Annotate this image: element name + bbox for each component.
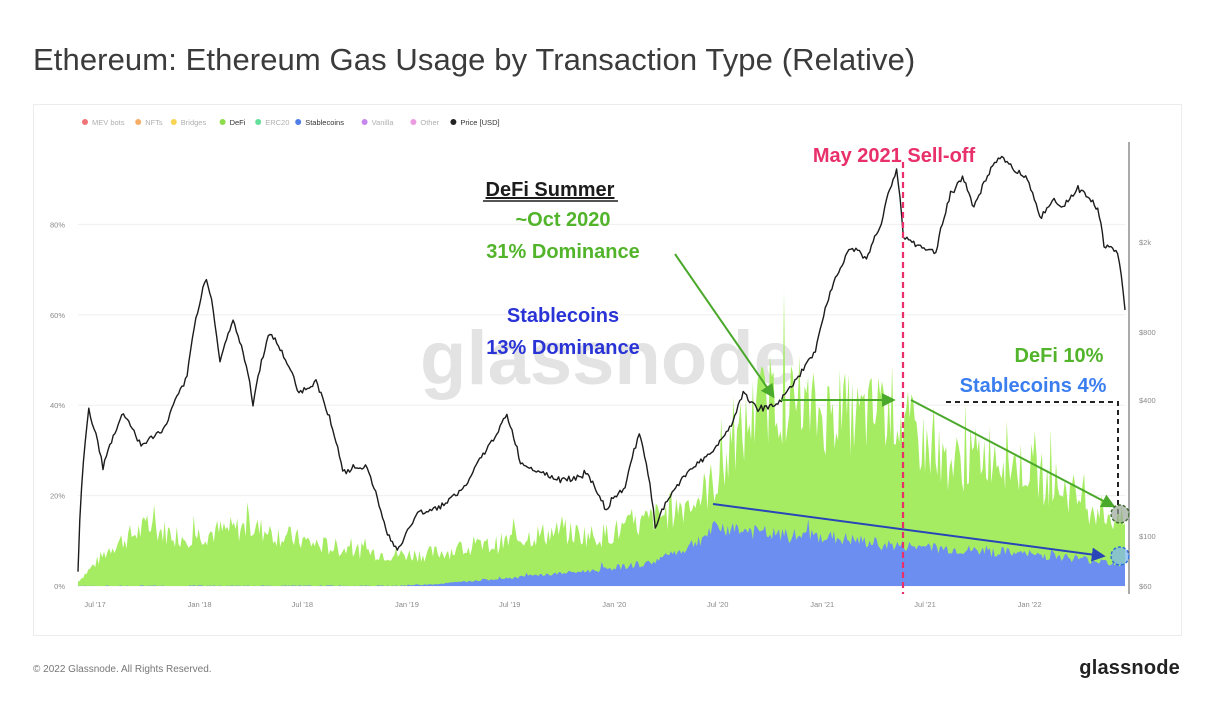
stablecoins-current-marker (1110, 546, 1130, 566)
legend-swatch-4 (255, 119, 262, 125)
defi-summer-title: DeFi Summer (486, 179, 615, 201)
y-left-tick-2: 40% (50, 401, 65, 410)
y-left-tick-1: 20% (50, 492, 65, 501)
stablecoins-title: Stablecoins (507, 305, 619, 327)
x-tick-4: Jul '19 (499, 600, 520, 609)
defi-summer-date: ~Oct 2020 (515, 209, 610, 231)
x-tick-1: Jan '18 (188, 600, 212, 609)
legend-label-8: Price [USD] (460, 118, 499, 127)
y-left-tick-4: 80% (50, 220, 65, 229)
left-axis-ticks: 0% 20% 40% 60% 80% (50, 220, 65, 591)
y-left-tick-0: 0% (54, 582, 65, 591)
x-tick-8: Jul '21 (914, 600, 935, 609)
chart-legend: MEV bots NFTs Bridges DeFi ERC20 Stablecoins V… (82, 118, 500, 127)
gas-usage-chart: MEV bots NFTs Bridges DeFi ERC20 Stablecoins V… (50, 118, 1156, 609)
series-stablecoins-area (78, 519, 1125, 586)
x-tick-0: Jul '17 (84, 600, 105, 609)
y-left-tick-3: 60% (50, 311, 65, 320)
legend-swatch-5 (295, 119, 302, 125)
legend-swatch-2 (170, 119, 177, 125)
defi-summer-arrow (674, 253, 775, 399)
legend-swatch-3 (219, 119, 226, 125)
x-tick-9: Jan '22 (1018, 600, 1042, 609)
page-title: Ethereum: Ethereum Gas Usage by Transact… (33, 42, 916, 77)
copyright-text: © 2022 Glassnode. All Rights Reserved. (33, 664, 212, 675)
legend-label-4: ERC20 (265, 118, 289, 127)
x-axis-ticks: Jul '17 Jan '18 Jul '18 Jan '19 Jul '19 Jan '… (84, 600, 1041, 609)
right-axis-ticks: $60 $100 $400 $800 $2k (1139, 238, 1156, 591)
legend-label-1: NFTs (145, 118, 163, 127)
legend-swatch-7 (410, 119, 417, 125)
y-right-tick-2: $400 (1139, 396, 1156, 405)
watermark-text: glassnode (420, 316, 796, 401)
x-tick-6: Jul '20 (707, 600, 728, 609)
y-right-tick-4: $2k (1139, 238, 1151, 247)
legend-label-5: Stablecoins (305, 118, 344, 127)
x-tick-5: Jan '20 (602, 600, 626, 609)
y-right-tick-3: $800 (1139, 328, 1156, 337)
legend-label-7: Other (420, 118, 439, 127)
stablecoins-decline-arrow (712, 503, 1106, 562)
series-defi-area (78, 290, 1125, 586)
legend-label-0: MEV bots (92, 118, 125, 127)
defi-current-marker (1110, 504, 1130, 524)
legend-swatch-6 (361, 119, 368, 125)
legend-swatch-0 (82, 119, 88, 125)
legend-label-3: DeFi (230, 118, 246, 127)
y-right-tick-1: $100 (1139, 532, 1156, 541)
x-tick-2: Jul '18 (292, 600, 313, 609)
stablecoins-now-label: Stablecoins 4% (960, 375, 1107, 397)
defi-decline-arrow (910, 399, 1116, 508)
legend-swatch-1 (135, 119, 142, 125)
selloff-label: May 2021 Sell-off (813, 145, 976, 167)
legend-label-6: Vanilla (372, 118, 395, 127)
legend-swatch-8 (450, 119, 457, 125)
defi-summer-dominance: 31% Dominance (486, 241, 639, 263)
x-tick-3: Jan '19 (395, 600, 419, 609)
defi-now-label: DeFi 10% (1015, 345, 1104, 367)
legend-label-2: Bridges (181, 118, 207, 127)
glassnode-logo: glassnode (1079, 657, 1180, 679)
y-right-tick-0: $60 (1139, 582, 1152, 591)
x-tick-7: Jan '21 (810, 600, 834, 609)
current-level-bracket (946, 401, 1119, 514)
stablecoins-dominance: 13% Dominance (486, 337, 639, 359)
series-price-line (77, 155, 1126, 572)
